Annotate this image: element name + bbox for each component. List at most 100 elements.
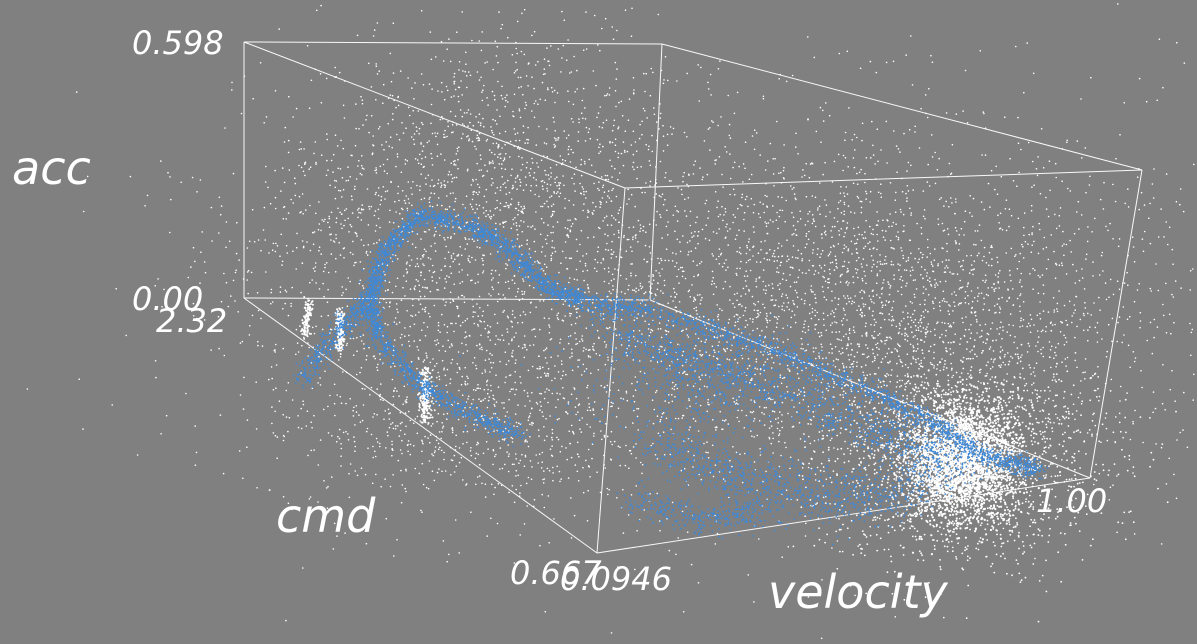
data-point: [387, 122, 390, 125]
data-point: [761, 411, 763, 414]
data-point: [799, 438, 802, 440]
data-point: [584, 262, 587, 265]
data-point: [1136, 289, 1139, 291]
data-point: [1151, 183, 1154, 185]
data-point: [546, 187, 548, 190]
data-point: [664, 259, 666, 262]
data-point: [601, 408, 604, 411]
data-point: [477, 273, 479, 276]
data-point: [584, 118, 587, 120]
data-point: [943, 297, 945, 300]
data-point: [556, 185, 558, 187]
data-point: [978, 224, 981, 226]
data-point: [376, 241, 378, 244]
data-point: [369, 251, 372, 253]
data-point: [487, 330, 490, 333]
data-point: [557, 438, 560, 441]
data-point: [490, 217, 492, 220]
data-point: [838, 338, 840, 341]
data-point: [755, 360, 758, 363]
data-point: [444, 225, 447, 227]
data-point: [582, 491, 585, 494]
data-point: [422, 123, 424, 126]
data-point: [709, 149, 711, 151]
data-point: [325, 77, 328, 80]
data-point: [479, 124, 482, 127]
data-point: [874, 178, 877, 180]
data-point: [436, 288, 438, 291]
data-point: [511, 338, 513, 340]
data-point: [390, 80, 393, 83]
data-point: [659, 529, 661, 532]
data-point: [555, 138, 557, 140]
data-point: [283, 141, 286, 143]
data-point: [303, 148, 305, 150]
data-point: [825, 102, 827, 104]
data-point: [170, 198, 172, 201]
data-point: [219, 414, 222, 416]
data-point: [501, 147, 503, 149]
data-point: [225, 281, 228, 284]
data-point: [467, 398, 469, 400]
data-point: [682, 372, 684, 375]
data-point: [820, 637, 823, 640]
data-point: [692, 260, 695, 263]
data-point: [1049, 418, 1051, 421]
data-point: [772, 452, 774, 454]
data-point: [1142, 441, 1144, 444]
data-point: [739, 389, 741, 392]
data-point: [464, 237, 466, 239]
data-point: [445, 245, 447, 248]
data-point: [684, 210, 686, 212]
data-point: [506, 328, 508, 330]
data-point: [1040, 433, 1042, 435]
data-point: [570, 225, 573, 228]
data-point: [329, 184, 331, 187]
data-point: [248, 240, 251, 243]
data-point: [931, 363, 934, 366]
data-point: [960, 372, 963, 374]
data-point: [450, 173, 453, 176]
data-point: [1058, 264, 1061, 267]
data-point: [536, 367, 538, 370]
data-point: [576, 69, 578, 72]
data-point: [294, 177, 296, 179]
data-point: [434, 227, 436, 229]
data-point: [697, 64, 699, 66]
data-point: [309, 166, 312, 168]
data-point: [520, 205, 522, 208]
data-point: [1094, 389, 1097, 392]
data-point: [772, 173, 775, 175]
data-point: [564, 159, 567, 162]
data-point: [588, 128, 591, 130]
data-point: [371, 152, 374, 155]
data-point: [430, 58, 433, 61]
data-point: [1179, 188, 1182, 190]
data-point: [458, 146, 460, 148]
data-point: [741, 204, 743, 207]
data-point: [578, 359, 581, 361]
data-point: [573, 387, 575, 389]
data-point: [472, 389, 475, 391]
data-point: [876, 261, 879, 263]
data-point: [437, 412, 440, 415]
data-point: [450, 96, 453, 98]
data-point: [1131, 236, 1134, 238]
data-point: [491, 160, 494, 162]
data-point: [699, 378, 702, 381]
data-point: [1043, 437, 1046, 440]
data-point: [355, 261, 357, 264]
data-point: [383, 298, 385, 301]
data-point: [249, 325, 251, 327]
data-point: [515, 222, 518, 224]
data-point: [943, 205, 945, 207]
data-point: [758, 538, 760, 540]
data-point: [652, 422, 655, 425]
data-point: [635, 291, 637, 293]
data-point: [316, 9, 318, 12]
data-point: [576, 342, 579, 345]
data-point: [648, 160, 651, 162]
data-point: [1168, 313, 1171, 316]
data-point: [503, 407, 505, 409]
data-point: [396, 308, 398, 311]
